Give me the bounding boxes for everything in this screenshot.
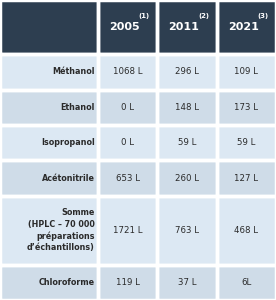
Bar [0,0,98,54]
Bar [0,90,98,125]
Bar [98,125,157,160]
Bar [0,265,98,300]
Text: 2005: 2005 [109,22,140,32]
Bar [217,0,276,54]
Text: 127 L: 127 L [234,174,258,183]
Text: 59 L: 59 L [178,138,196,147]
Text: Isopropanol: Isopropanol [41,138,95,147]
Text: 1721 L: 1721 L [113,226,142,235]
Bar [0,125,98,160]
Text: 173 L: 173 L [234,103,258,112]
Bar [98,160,157,196]
Bar [0,160,98,196]
Text: 763 L: 763 L [175,226,199,235]
Bar [157,160,217,196]
Bar [217,90,276,125]
Bar [98,265,157,300]
Bar [0,54,98,90]
Text: 2021: 2021 [228,22,259,32]
Bar [217,54,276,90]
Text: Chloroforme: Chloroforme [39,278,95,287]
Text: 148 L: 148 L [175,103,199,112]
Bar [157,54,217,90]
Text: 109 L: 109 L [234,68,258,76]
Bar [157,90,217,125]
Bar [217,160,276,196]
Text: (3): (3) [258,13,269,19]
Bar [157,125,217,160]
Text: 468 L: 468 L [234,226,258,235]
Text: 37 L: 37 L [178,278,196,287]
Bar [98,0,157,54]
Bar [157,0,217,54]
Bar [98,90,157,125]
Text: 296 L: 296 L [175,68,199,76]
Text: Acétonitrile: Acétonitrile [42,174,95,183]
Text: Ethanol: Ethanol [60,103,95,112]
Text: 0 L: 0 L [121,103,134,112]
Text: 0 L: 0 L [121,138,134,147]
Text: 59 L: 59 L [237,138,256,147]
Text: 2011: 2011 [169,22,200,32]
Bar [98,196,157,265]
Bar [0,196,98,265]
Bar [217,265,276,300]
Text: Somme
(HPLC – 70 000
préparations
d’échantillons): Somme (HPLC – 70 000 préparations d’écha… [27,208,95,252]
Text: 260 L: 260 L [175,174,199,183]
Text: (1): (1) [139,13,150,19]
Text: (2): (2) [198,13,209,19]
Text: 1068 L: 1068 L [113,68,142,76]
Bar [217,196,276,265]
Bar [157,265,217,300]
Text: Méthanol: Méthanol [52,68,95,76]
Bar [217,125,276,160]
Text: 653 L: 653 L [116,174,140,183]
Bar [157,196,217,265]
Text: 6L: 6L [241,278,251,287]
Text: 119 L: 119 L [116,278,140,287]
Bar [98,54,157,90]
